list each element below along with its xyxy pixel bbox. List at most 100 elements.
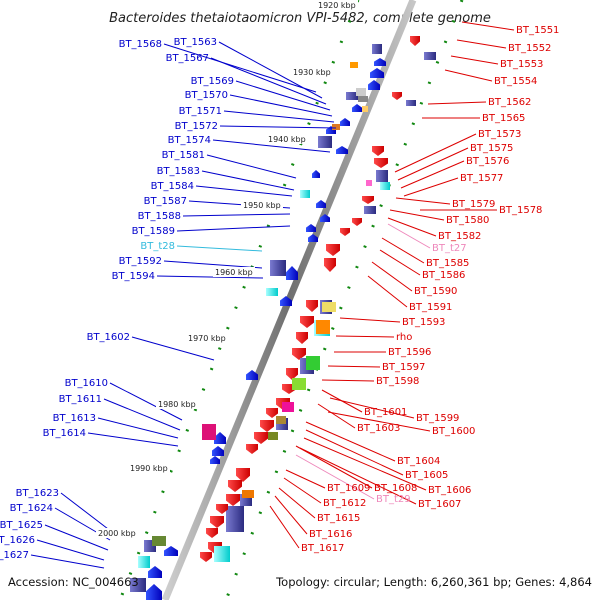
gene-label[interactable]: BT_1567 — [166, 53, 209, 64]
gene-label[interactable]: BT_1607 — [418, 499, 461, 510]
gene-label[interactable]: BT_1563 — [174, 37, 217, 48]
left-leader-line — [103, 398, 181, 431]
gene-label[interactable]: BT_1581 — [162, 150, 205, 161]
gene-feature — [266, 288, 278, 296]
gene-label[interactable]: BT_1614 — [43, 428, 86, 439]
gene-label[interactable]: BT_1577 — [460, 173, 503, 184]
gene-label[interactable]: BT_t27 — [432, 243, 467, 254]
gene-label[interactable]: BT_1574 — [168, 135, 211, 146]
gene-label[interactable]: BT_1569 — [191, 76, 234, 87]
gene-label[interactable]: BT_1587 — [144, 196, 187, 207]
gene-label[interactable]: BT_1617 — [301, 543, 344, 554]
gene-feature — [282, 402, 294, 412]
right-leader-line — [450, 55, 499, 65]
gene-label[interactable]: BT_1565 — [482, 113, 525, 124]
gene-label[interactable]: BT_1586 — [422, 270, 465, 281]
gene-label[interactable]: BT_1616 — [309, 529, 352, 540]
gene-features — [130, 36, 436, 600]
gene-feature — [138, 556, 150, 568]
gene-label[interactable]: BT_1626 — [0, 535, 35, 546]
gene-label[interactable]: BT_1591 — [409, 302, 452, 313]
gene-label[interactable]: BT_1593 — [402, 317, 445, 328]
gene-label[interactable]: BT_1605 — [405, 470, 448, 481]
gene-label[interactable]: BT_1552 — [508, 43, 551, 54]
gene-feature — [376, 170, 388, 182]
gene-label[interactable]: BT_1600 — [432, 426, 475, 437]
gene-label[interactable]: BT_1578 — [499, 205, 542, 216]
gene-label[interactable]: BT_1554 — [494, 76, 537, 87]
right-leader-line — [303, 437, 427, 491]
gene-label[interactable]: BT_1609 — [327, 483, 370, 494]
gene-label[interactable]: BT_1601 — [364, 407, 407, 418]
right-leader-line — [394, 133, 477, 173]
gene-label[interactable]: BT_1606 — [428, 485, 471, 496]
gene-label[interactable]: BT_1553 — [500, 59, 543, 70]
right-leader-line — [400, 160, 465, 189]
gene-label[interactable]: BT_1599 — [416, 413, 459, 424]
gene-label[interactable]: BT_t28 — [140, 241, 175, 252]
scale-mark-label: 1990 kbp — [130, 464, 168, 473]
gene-label[interactable]: BT_1615 — [317, 513, 360, 524]
gene-label[interactable]: BT_1580 — [446, 215, 489, 226]
gene-label[interactable]: BT_1573 — [478, 129, 521, 140]
gene-label[interactable]: BT_1623 — [16, 488, 59, 499]
gene-label[interactable]: BT_1579 — [452, 199, 495, 210]
gene-label[interactable]: BT_1582 — [438, 231, 481, 242]
scale-mark-label: 1950 kbp — [243, 201, 281, 210]
gene-label[interactable]: BT_t29 — [376, 494, 411, 505]
gene-label[interactable]: BT_1611 — [59, 394, 102, 405]
scale-mark-label: 1970 kbp — [188, 334, 226, 343]
left-leader-line — [36, 539, 105, 561]
gene-label[interactable]: BT_1597 — [382, 362, 425, 373]
gene-label[interactable]: BT_1608 — [374, 483, 417, 494]
gene-label[interactable]: rho — [396, 332, 412, 343]
gene-feature — [370, 68, 384, 78]
gene-label[interactable]: BT_1613 — [53, 413, 96, 424]
gene-feature — [406, 100, 416, 106]
gene-label[interactable]: BT_1570 — [185, 90, 228, 101]
gene-label[interactable]: BT_1598 — [376, 376, 419, 387]
gene-label[interactable]: BT_1610 — [65, 378, 108, 389]
right-leader-line — [427, 101, 487, 105]
gene-label[interactable]: BT_1571 — [179, 106, 222, 117]
gene-feature — [148, 566, 162, 578]
gene-feature — [226, 494, 240, 506]
gene-label[interactable]: BT_1592 — [119, 256, 162, 267]
left-gene-labels: BT_1568 BT_1563 BT_1567 BT_1569 BT_1570 BT_15… — [0, 37, 234, 561]
gene-label[interactable]: BT_1562 — [488, 97, 531, 108]
gene-feature — [316, 200, 326, 208]
left-leader-line — [163, 43, 317, 93]
gene-label[interactable]: BT_1588 — [138, 211, 181, 222]
scale-mark-bg — [128, 463, 170, 473]
gene-label[interactable]: BT_1625 — [0, 520, 43, 531]
left-leader-line — [212, 139, 331, 153]
gene-feature — [200, 552, 212, 562]
gene-label[interactable]: BT_1603 — [357, 423, 400, 434]
gene-label[interactable]: BT_1590 — [414, 286, 457, 297]
gene-label[interactable]: BT_1583 — [157, 166, 200, 177]
gene-label[interactable]: BT_1624 — [10, 503, 53, 514]
gene-label[interactable]: BT_1602 — [87, 332, 130, 343]
gene-label[interactable]: BT_1551 — [516, 25, 559, 36]
gene-label[interactable]: BT_1585 — [426, 258, 469, 269]
gene-label[interactable]: BT_1596 — [388, 347, 431, 358]
left-leader-line — [176, 225, 291, 232]
gene-label[interactable]: BT_1575 — [470, 143, 513, 154]
gene-label[interactable]: BT_1576 — [466, 156, 509, 167]
gene-label[interactable]: BT_1612 — [323, 498, 366, 509]
gene-label[interactable]: BT_1572 — [175, 121, 218, 132]
right-leader-line — [389, 209, 445, 221]
gene-label[interactable]: BT_1568 — [119, 39, 162, 50]
gene-label[interactable]: BT_1594 — [112, 271, 155, 282]
gene-label[interactable]: BT_1584 — [151, 181, 194, 192]
left-leader-line — [219, 125, 337, 129]
gene-feature — [130, 578, 146, 592]
gene-feature — [164, 546, 178, 556]
right-leader-line — [387, 217, 437, 237]
gene-label[interactable]: BT_1604 — [397, 456, 440, 467]
gene-label[interactable]: BT_1589 — [132, 226, 175, 237]
gene-label[interactable]: BT_1627 — [0, 550, 29, 561]
right-gene-labels: BT_1551 BT_1552 BT_1553 BT_1554 BT_1562 BT_15… — [301, 25, 559, 554]
gene-feature — [260, 420, 274, 432]
